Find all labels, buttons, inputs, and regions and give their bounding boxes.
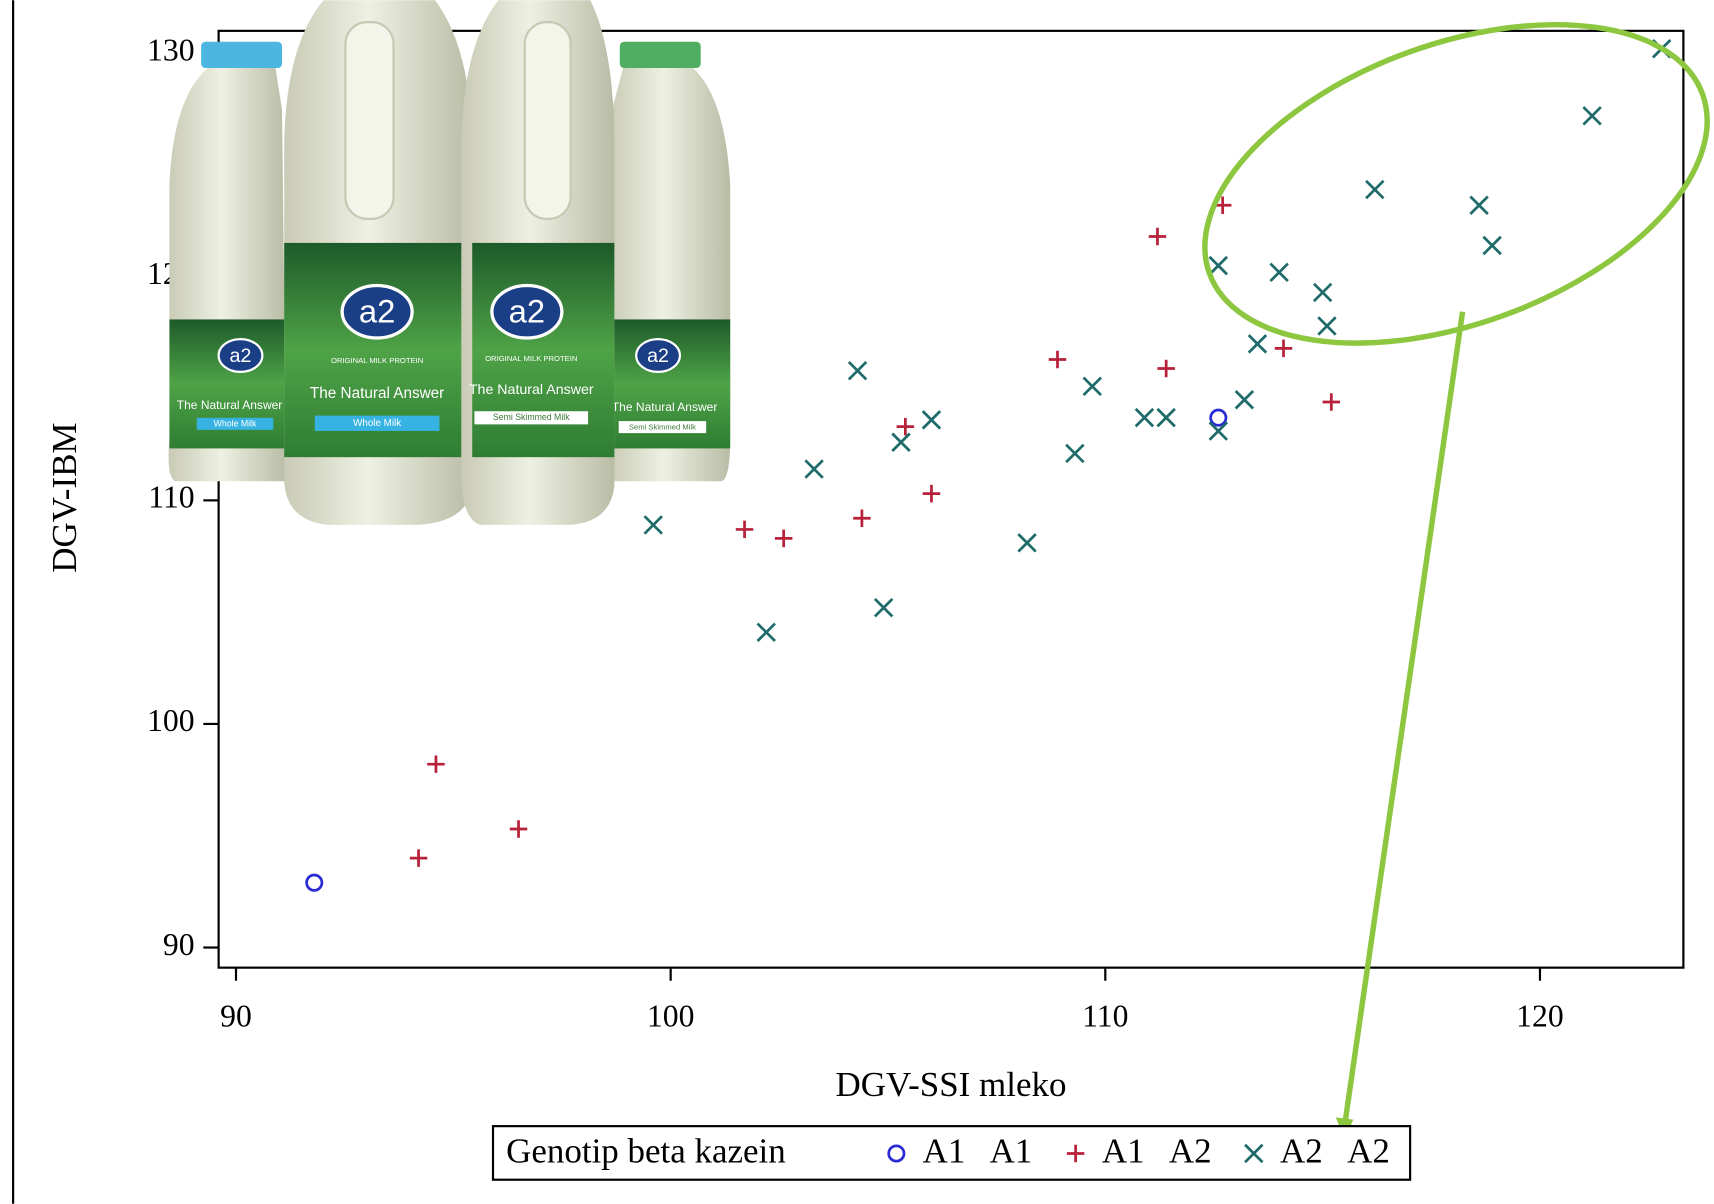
highlight-arrow [1345, 312, 1463, 1126]
bottle: a2 The Natural Answer Whole Milk [169, 42, 287, 481]
variant: Whole Milk [353, 418, 401, 429]
chart: DGV-SSI mleko DGV-IBM 90 100 110 120 90 100 11… [0, 0, 1714, 1204]
bottle: a2 ORIGINAL MILK PROTEIN The Natural Ans… [284, 0, 472, 525]
legend-label: A1 A2 [1102, 1132, 1212, 1171]
point [1018, 534, 1035, 551]
variant: Semi Skimmed Milk [493, 412, 570, 422]
point [892, 433, 909, 450]
point [1084, 378, 1101, 395]
x-axis-label: DGV-SSI mleko [836, 1065, 1067, 1104]
point [1483, 237, 1500, 254]
point [427, 755, 444, 772]
brand: a2 [359, 293, 395, 330]
point [758, 624, 775, 641]
point [1157, 360, 1174, 377]
legend-title: Genotip beta kazein [506, 1132, 786, 1171]
point [923, 411, 940, 428]
brand: a2 [230, 345, 252, 367]
tagline: The Natural Answer [177, 398, 283, 412]
point [1136, 409, 1153, 426]
point [1470, 196, 1487, 213]
point [736, 521, 753, 538]
bottle: a2 The Natural Answer Semi Skimmed Milk [609, 42, 730, 481]
point [410, 849, 427, 866]
point [1583, 107, 1600, 124]
page: {"chart_data": {"type": "scatter", "xlab… [0, 0, 1714, 1204]
y-tick-label: 100 [147, 703, 195, 738]
brand: a2 [509, 293, 545, 330]
x-tick-label: 110 [1082, 998, 1128, 1033]
tagline: The Natural Answer [612, 400, 718, 414]
y-axis-label: DGV-IBM [45, 422, 84, 572]
point [775, 530, 792, 547]
x-tick-label: 120 [1516, 998, 1564, 1033]
point [1211, 410, 1226, 425]
bottle: a2 ORIGINAL MILK PROTEIN The Natural Ans… [461, 0, 614, 525]
y-tick-label: 130 [147, 32, 195, 67]
point [1236, 391, 1253, 408]
point [1210, 257, 1227, 274]
point [897, 418, 914, 435]
product-image: a2 The Natural Answer Whole Milk a2 The … [169, 0, 731, 525]
point [1149, 228, 1166, 245]
point [510, 820, 527, 837]
legend-label: A1 A1 [923, 1132, 1033, 1171]
point [853, 510, 870, 527]
x-tick-label: 90 [220, 998, 252, 1033]
y-tick-label: 110 [148, 480, 194, 515]
point [1366, 181, 1383, 198]
point [849, 362, 866, 379]
point [923, 485, 940, 502]
variant: Semi Skimmed Milk [629, 423, 696, 432]
point [645, 516, 662, 533]
point [1314, 284, 1331, 301]
x-tick-label: 100 [647, 998, 695, 1033]
point [805, 460, 822, 477]
point [875, 599, 892, 616]
point [1249, 335, 1266, 352]
point [1275, 340, 1292, 357]
point [1270, 264, 1287, 281]
legend-label: A2 A2 [1280, 1132, 1390, 1171]
point [1066, 445, 1083, 462]
y-tick-label: 90 [163, 927, 195, 962]
protein: ORIGINAL MILK PROTEIN [331, 356, 423, 365]
point [307, 875, 322, 890]
point [1157, 409, 1174, 426]
variant: Whole Milk [214, 419, 257, 429]
protein: ORIGINAL MILK PROTEIN [485, 354, 577, 363]
highlight-ellipse [1162, 0, 1714, 405]
point [1049, 351, 1066, 368]
tagline: The Natural Answer [310, 385, 444, 402]
point [1318, 317, 1335, 334]
point [1323, 393, 1340, 410]
tagline: The Natural Answer [469, 382, 594, 398]
brand: a2 [647, 345, 669, 367]
legend: Genotip beta kazein A1 A1 A1 A2 A2 A2 [493, 1126, 1410, 1180]
